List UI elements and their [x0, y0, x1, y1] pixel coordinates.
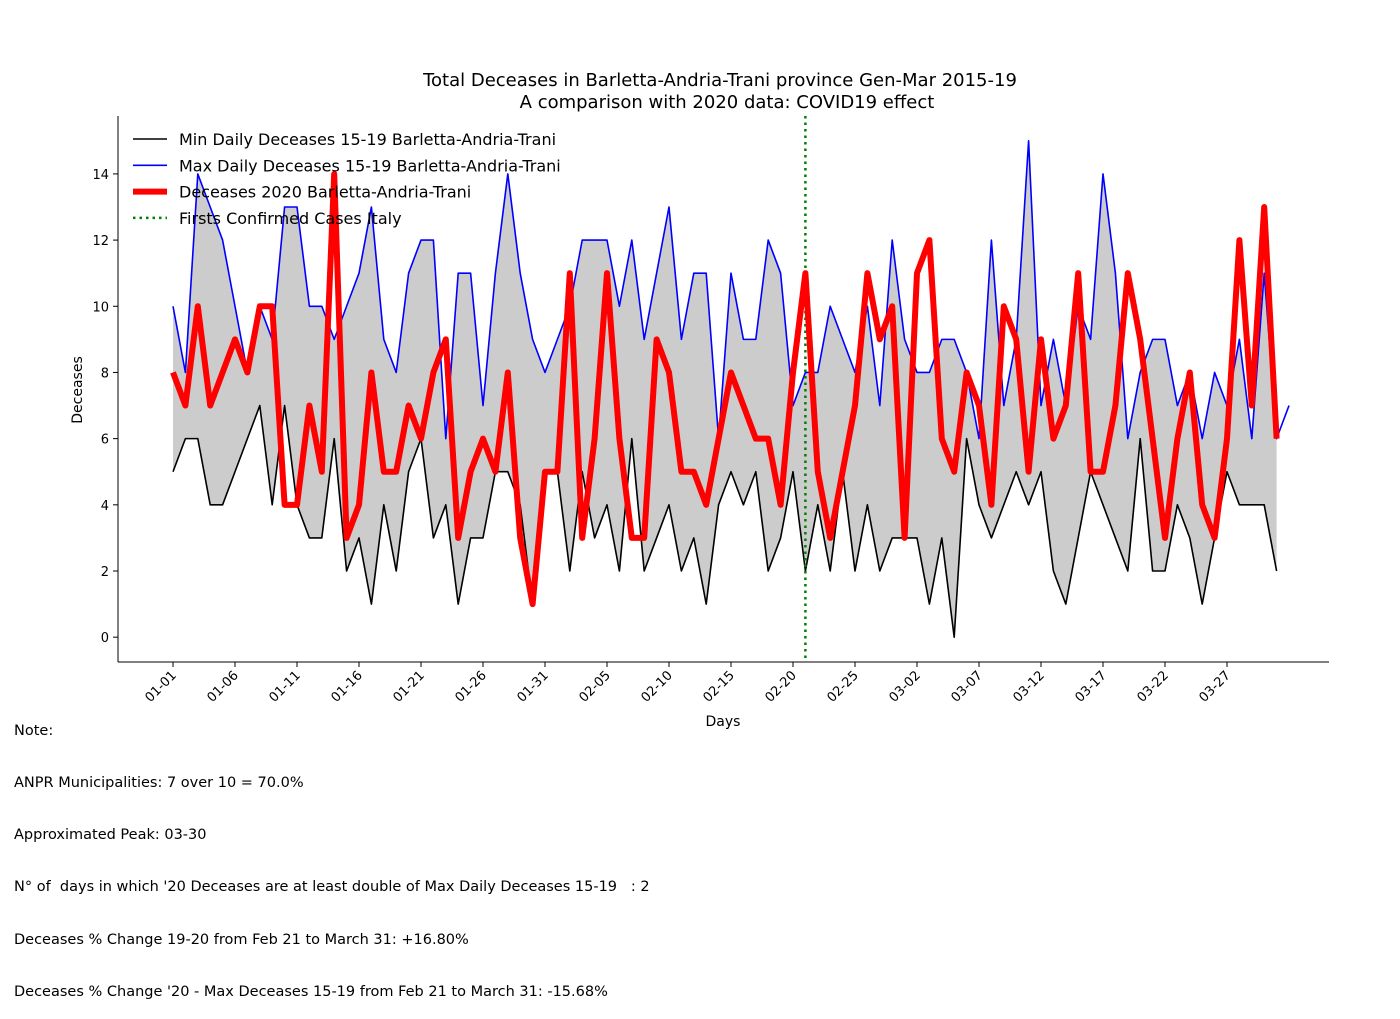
y-tick-label: 6 [101, 433, 109, 448]
x-tick-label: 03-12 [1011, 668, 1048, 705]
x-tick-label: 03-17 [1073, 668, 1110, 705]
x-tick-label: 02-25 [825, 668, 862, 705]
legend: Min Daily Deceases 15-19 Barletta-Andria… [133, 130, 561, 228]
legend-item-first-cases-label: Firsts Confirmed Cases Italy [179, 209, 402, 228]
chart-title: Total Deceases in Barletta-Andria-Trani … [422, 70, 1017, 91]
x-tick-label: 03-27 [1197, 668, 1234, 705]
y-tick-label: 8 [101, 366, 109, 381]
y-tick-label: 10 [92, 300, 109, 315]
note-double-days: N° of days in which '20 Deceases are at … [14, 879, 650, 896]
y-tick-label: 4 [101, 499, 109, 514]
y-tick-label: 0 [101, 631, 109, 646]
x-tick-label: 02-20 [763, 668, 800, 705]
note-change-19-20: Deceases % Change 19-20 from Feb 21 to M… [14, 931, 469, 948]
series-line-max [172, 140, 1290, 440]
x-tick-label: 03-07 [949, 668, 986, 705]
y-tick-label: 14 [92, 168, 109, 183]
x-tick-label: 02-15 [701, 668, 738, 705]
note-change-max: Deceases % Change '20 - Max Deceases 15-… [14, 983, 608, 1000]
y-tick-label: 12 [92, 234, 109, 249]
x-axis-label: Days [706, 714, 741, 730]
y-axis-label: Deceases [70, 356, 86, 423]
legend-item-min-label: Min Daily Deceases 15-19 Barletta-Andria… [179, 130, 556, 149]
series-line-min [172, 404, 1278, 638]
legend-item-max-label: Max Daily Deceases 15-19 Barletta-Andria… [179, 156, 561, 175]
x-tick-label: 03-02 [887, 668, 924, 705]
legend-item-2020-label: Deceases 2020 Barletta-Andria-Trani [179, 183, 471, 202]
x-tick-label: 03-22 [1135, 668, 1172, 705]
chart-subtitle: A comparison with 2020 data: COVID19 eff… [520, 92, 935, 113]
note-municipalities: ANPR Municipalities: 7 over 10 = 70.0% [14, 775, 304, 792]
note-peak: Approximated Peak: 03-30 [14, 827, 207, 844]
series-line-2020 [170, 170, 1280, 608]
note-heading: Note: [14, 722, 54, 739]
notes: Note: ANPR Municipalities: 7 over 10 = 7… [14, 688, 650, 1019]
y-tick-label: 2 [101, 565, 109, 580]
